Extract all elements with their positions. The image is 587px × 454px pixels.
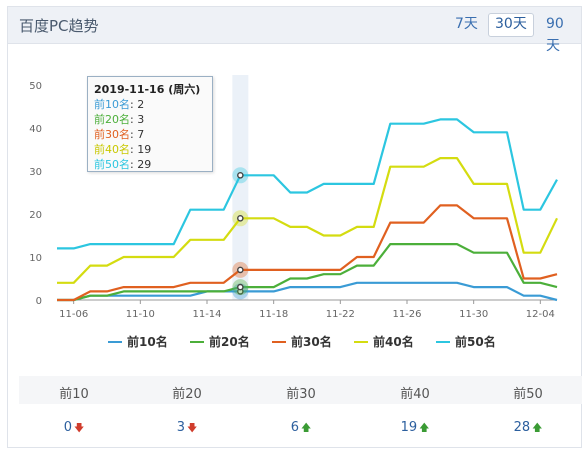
- tooltip-row-label: 前50名: [94, 158, 130, 171]
- tooltip-row-value: 7: [137, 128, 145, 141]
- x-tick-label: 11-30: [459, 309, 488, 320]
- summary-value: 28: [513, 420, 531, 435]
- series-line-3: [57, 204, 558, 302]
- tooltip-row: 前40名: 19: [94, 143, 152, 156]
- tooltip-row: 前10名: 2: [94, 98, 145, 111]
- legend-item-top40[interactable]: 前40名: [354, 333, 414, 350]
- x-tick-label: 11-10: [126, 309, 155, 320]
- tooltip-row-label: 前30名: [94, 128, 130, 141]
- data-point: [237, 171, 244, 179]
- range-7-days[interactable]: 7天: [455, 16, 478, 32]
- summary-value: 19: [400, 420, 418, 435]
- legend-item-top30[interactable]: 前30名: [272, 333, 332, 350]
- summary-value: 0: [63, 420, 72, 435]
- data-point: [237, 266, 244, 274]
- tooltip-row: 前20名: 3: [94, 113, 145, 126]
- range-90-days[interactable]: 90天: [546, 16, 564, 54]
- tooltip-row: 前30名: 7: [94, 128, 145, 141]
- series-line-5: [57, 118, 558, 250]
- data-point: [237, 283, 244, 291]
- tooltip-row-label: 前10名: [94, 98, 130, 111]
- tooltip-row-value: 2: [137, 98, 145, 111]
- tooltip-row-label: 前20名: [94, 113, 130, 126]
- x-tick-label: 11-26: [392, 309, 421, 320]
- summary-value-top50[interactable]: 28 🡅: [498, 420, 558, 438]
- summary-header: 前20: [172, 387, 202, 402]
- tooltip-row-label: 前40名: [94, 143, 130, 156]
- arrow-down-icon: 🡇: [187, 423, 198, 434]
- legend-swatch: [436, 340, 450, 343]
- y-tick-label: 40: [29, 124, 42, 135]
- summary-value-top30[interactable]: 6 🡅: [271, 420, 331, 438]
- range-30-days[interactable]: 30天: [488, 13, 534, 37]
- hover-band: [232, 75, 249, 300]
- tooltip-title: 2019-11-16 (周六): [94, 83, 201, 96]
- series-line-2: [57, 243, 558, 302]
- legend-label: 前30名: [291, 335, 332, 349]
- panel-header: 百度PC趋势 7天 30天 90天: [8, 7, 581, 54]
- x-tick-label: 11-22: [326, 309, 355, 320]
- legend-label: 前20名: [209, 335, 250, 349]
- summary-header: 前50: [513, 387, 543, 402]
- arrow-down-icon: 🡇: [74, 423, 85, 434]
- legend-swatch: [272, 340, 286, 343]
- arrow-up-icon: 🡅: [419, 423, 430, 434]
- summary-value-top10[interactable]: 0 🡇: [44, 420, 104, 438]
- summary-header-row: 前10 前20 前30 前40 前50: [19, 376, 582, 404]
- series-line-1: [57, 281, 558, 302]
- legend-item-top10[interactable]: 前10名: [108, 333, 168, 350]
- x-tick-label: 11-06: [59, 309, 88, 320]
- summary-header: 前10: [59, 387, 89, 402]
- legend-swatch: [190, 340, 204, 343]
- x-tick-label: 11-18: [259, 309, 288, 320]
- y-tick-label: 20: [29, 210, 42, 221]
- legend-label: 前40名: [373, 335, 414, 349]
- summary-header: 前30: [286, 387, 316, 402]
- data-point: [237, 214, 244, 222]
- tooltip-row-value: 19: [137, 143, 152, 156]
- tooltip-row-value: 3: [137, 113, 145, 126]
- y-tick-label: 10: [29, 253, 42, 264]
- y-tick-label: 0: [36, 296, 42, 307]
- y-tick-label: 50: [29, 81, 42, 92]
- legend-swatch: [108, 340, 122, 343]
- legend-label: 前10名: [127, 335, 168, 349]
- summary-value-top20[interactable]: 3 🡇: [157, 420, 217, 438]
- legend-item-top20[interactable]: 前20名: [190, 333, 250, 350]
- x-tick-label: 11-14: [192, 309, 221, 320]
- series-line-4: [57, 157, 558, 284]
- chart-legend: 前10名 前20名 前30名 前40名 前50名: [0, 333, 587, 353]
- summary-header: 前40: [400, 387, 430, 402]
- arrow-up-icon: 🡅: [301, 423, 312, 434]
- tooltip-row: 前50名: 29: [94, 158, 152, 171]
- legend-swatch: [354, 340, 368, 343]
- x-tick-label: 12-04: [526, 309, 555, 320]
- summary-value: 6: [290, 420, 299, 435]
- summary-value-top40[interactable]: 19 🡅: [385, 420, 445, 438]
- panel-title: 百度PC趋势: [19, 17, 99, 35]
- chart-tooltip: 2019-11-16 (周六) 前10名: 2 前20名: 3 前30名: 7 前40…: [87, 76, 213, 172]
- legend-item-top50[interactable]: 前50名: [436, 333, 496, 350]
- arrow-up-icon: 🡅: [532, 423, 543, 434]
- tooltip-row-value: 29: [137, 158, 152, 171]
- y-tick-label: 30: [29, 167, 42, 178]
- summary-value: 3: [176, 420, 185, 435]
- legend-label: 前50名: [455, 335, 496, 349]
